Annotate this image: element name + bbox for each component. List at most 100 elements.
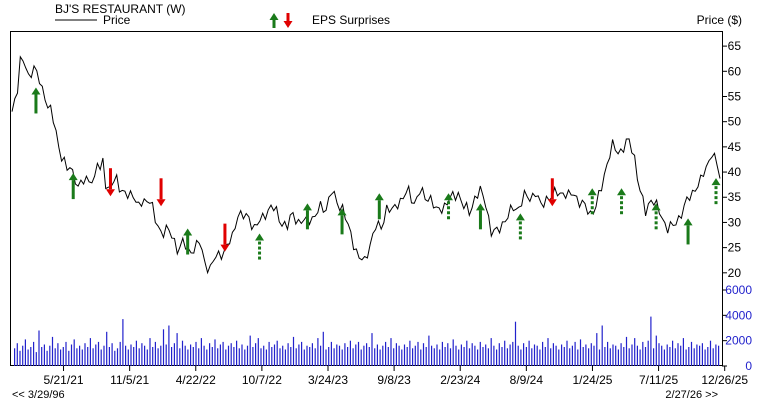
volume-bar [709, 340, 712, 366]
volume-bar [663, 349, 665, 366]
volume-bar [49, 345, 51, 366]
volume-bar [41, 347, 43, 366]
volume-bar [685, 349, 687, 366]
eps-up-arrow-icon [587, 188, 597, 215]
eps-down-arrow-icon [105, 168, 115, 197]
volume-bar [609, 348, 611, 366]
volume-bar [379, 349, 381, 366]
volume-bar [336, 344, 338, 366]
price-tick-label: 30 [728, 215, 742, 229]
eps-up-arrow-icon [31, 87, 41, 114]
volume-bar [623, 347, 625, 366]
volume-bar [217, 348, 219, 366]
volume-bar [504, 340, 506, 366]
price-tick-label: 55 [728, 89, 742, 103]
volume-bar [360, 349, 362, 366]
volume-bar [376, 344, 378, 366]
volume-bar [523, 343, 525, 366]
volume-bar [625, 336, 628, 366]
volume-bar [108, 347, 110, 366]
eps-down-arrow-icon [547, 178, 557, 207]
eps-up-arrow-icon [711, 178, 721, 205]
volume-bar [162, 329, 165, 366]
volume-bar [444, 347, 446, 366]
volume-bar [374, 348, 376, 366]
volume-bar [525, 347, 527, 366]
volume-bar [292, 336, 295, 366]
volume-bar [181, 340, 184, 366]
volume-bar [517, 345, 519, 366]
volume-bar [674, 348, 676, 366]
volume-bar [344, 343, 346, 366]
volume-bar [287, 343, 289, 366]
volume-bar [203, 345, 205, 366]
volume-bar [439, 349, 441, 366]
eps-legend-label: EPS Surprises [312, 13, 390, 27]
volume-bar [144, 345, 146, 366]
volume-bar [550, 348, 552, 366]
price-tick-label: 60 [728, 64, 742, 78]
volume-bar [582, 347, 584, 366]
volume-bar [414, 345, 416, 366]
volume-bar [422, 343, 425, 366]
volume-bar [566, 340, 568, 366]
eps-legend-up-arrow-icon [269, 13, 279, 28]
volume-bar [477, 349, 479, 366]
volume-bar [33, 341, 35, 366]
volume-bar [701, 343, 703, 366]
volume-bar [490, 338, 492, 366]
volume-bar [125, 345, 127, 366]
volume-axis: 0 2000 4000 6000 [722, 283, 752, 373]
volume-bar [506, 348, 508, 366]
volume-bar [590, 343, 592, 366]
volume-bar [65, 341, 67, 366]
volume-bar [482, 347, 484, 366]
volume-bar [60, 349, 62, 366]
eps-down-arrow-icon [156, 178, 166, 207]
volume-bar [420, 349, 422, 366]
eps-legend-down-arrow-icon [283, 13, 293, 28]
volume-bar [398, 345, 400, 366]
volume-bar [309, 347, 311, 366]
volume-bar [509, 344, 511, 366]
volume-bar [412, 348, 414, 366]
volume-bar [718, 345, 720, 366]
x-tick-label: 10/7/22 [242, 373, 282, 387]
volume-bar [322, 331, 324, 366]
price-tick-label: 45 [728, 140, 742, 154]
volume-bar [433, 348, 435, 366]
volume-bar [642, 341, 644, 366]
volume-tick-label: 2000 [725, 334, 752, 348]
volume-bar [165, 344, 167, 366]
volume-bar [417, 341, 419, 366]
volume-bar [311, 343, 313, 366]
volume-bar [704, 349, 706, 366]
price-tick-label: 40 [728, 165, 742, 179]
volume-bar [176, 333, 178, 366]
volume-bar [558, 349, 560, 366]
volume-bar [542, 341, 544, 366]
volume-bar [631, 344, 633, 366]
volume-bar [236, 340, 238, 366]
volume-bar [693, 348, 695, 366]
price-tick-label: 20 [728, 266, 742, 280]
volume-tick-label: 4000 [725, 308, 752, 322]
volume-bar [184, 345, 186, 366]
volume-bar [171, 347, 173, 366]
volume-bar [395, 343, 397, 366]
volume-bar [244, 349, 246, 366]
volume-bar [241, 344, 243, 366]
volume-bar [265, 349, 267, 366]
volume-bar [366, 343, 368, 366]
volume-bar [230, 343, 232, 366]
eps-up-arrow-icon [302, 203, 312, 230]
eps-up-arrow-icon [444, 193, 454, 220]
volume-bar [661, 345, 663, 366]
range-start-link[interactable]: << 3/29/96 [12, 389, 65, 400]
range-end-link[interactable]: 2/27/26 >> [665, 389, 718, 400]
volume-bar [349, 340, 351, 366]
volume-bar [273, 344, 276, 366]
volume-bar [569, 348, 571, 366]
volume-bar [436, 344, 438, 366]
volume-bar [43, 344, 45, 366]
